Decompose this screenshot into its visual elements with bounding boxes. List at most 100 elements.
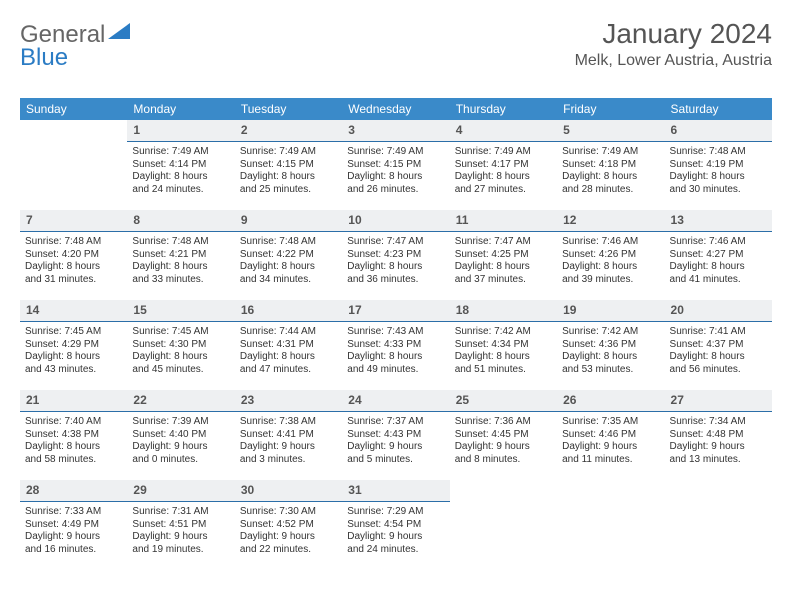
day-info-line: and 25 minutes. (240, 184, 337, 197)
day-info-line: Daylight: 8 hours (25, 261, 122, 274)
day-info-line: and 5 minutes. (347, 454, 444, 467)
day-info-line: Sunrise: 7:43 AM (347, 326, 444, 339)
day-info-line: Sunset: 4:20 PM (25, 249, 122, 262)
day-info-line: Sunset: 4:15 PM (347, 159, 444, 172)
day-info-line: Daylight: 9 hours (670, 441, 767, 454)
day-info-line: Sunset: 4:27 PM (670, 249, 767, 262)
day-cell: 3Sunrise: 7:49 AMSunset: 4:15 PMDaylight… (342, 120, 449, 210)
day-body: Sunrise: 7:49 AMSunset: 4:18 PMDaylight:… (557, 142, 664, 202)
day-info-line: Daylight: 8 hours (25, 441, 122, 454)
day-info-line: Sunset: 4:30 PM (132, 339, 229, 352)
day-cell: 31Sunrise: 7:29 AMSunset: 4:54 PMDayligh… (342, 480, 449, 570)
day-info-line: Sunrise: 7:44 AM (240, 326, 337, 339)
day-body: Sunrise: 7:38 AMSunset: 4:41 PMDaylight:… (235, 412, 342, 472)
day-info-line: and 13 minutes. (670, 454, 767, 467)
day-info-line: Daylight: 8 hours (670, 261, 767, 274)
day-number: 27 (665, 390, 772, 412)
day-number: 21 (20, 390, 127, 412)
day-cell: 15Sunrise: 7:45 AMSunset: 4:30 PMDayligh… (127, 300, 234, 390)
day-number: . (665, 480, 772, 501)
day-cell: . (665, 480, 772, 570)
week-row: 7Sunrise: 7:48 AMSunset: 4:20 PMDaylight… (20, 210, 772, 300)
day-info-line: Sunrise: 7:48 AM (240, 236, 337, 249)
day-info-line: Sunrise: 7:36 AM (455, 416, 552, 429)
day-number: 23 (235, 390, 342, 412)
day-info-line: and 8 minutes. (455, 454, 552, 467)
day-info-line: Sunset: 4:46 PM (562, 429, 659, 442)
day-number: 22 (127, 390, 234, 412)
day-info-line: Daylight: 9 hours (132, 441, 229, 454)
day-info-line: and 28 minutes. (562, 184, 659, 197)
week-row: 28Sunrise: 7:33 AMSunset: 4:49 PMDayligh… (20, 480, 772, 570)
day-cell: . (450, 480, 557, 570)
day-info-line: and 47 minutes. (240, 364, 337, 377)
day-number: . (557, 480, 664, 501)
day-info-line: and 19 minutes. (132, 544, 229, 557)
day-info-line: and 33 minutes. (132, 274, 229, 287)
day-info-line: Sunset: 4:18 PM (562, 159, 659, 172)
month-title: January 2024 (575, 18, 772, 50)
day-body: Sunrise: 7:33 AMSunset: 4:49 PMDaylight:… (20, 502, 127, 562)
day-info-line: and 51 minutes. (455, 364, 552, 377)
day-info-line: Sunset: 4:38 PM (25, 429, 122, 442)
day-body (557, 501, 664, 511)
day-info-line: Daylight: 9 hours (562, 441, 659, 454)
dow-cell: Thursday (450, 98, 557, 120)
day-number: 13 (665, 210, 772, 232)
day-info-line: Daylight: 8 hours (132, 351, 229, 364)
day-body: Sunrise: 7:40 AMSunset: 4:38 PMDaylight:… (20, 412, 127, 472)
day-number: 28 (20, 480, 127, 502)
day-info-line: Sunset: 4:45 PM (455, 429, 552, 442)
day-body: Sunrise: 7:48 AMSunset: 4:21 PMDaylight:… (127, 232, 234, 292)
day-cell: 6Sunrise: 7:48 AMSunset: 4:19 PMDaylight… (665, 120, 772, 210)
day-info-line: Daylight: 8 hours (347, 171, 444, 184)
day-cell: 10Sunrise: 7:47 AMSunset: 4:23 PMDayligh… (342, 210, 449, 300)
day-info-line: and 30 minutes. (670, 184, 767, 197)
day-info-line: Sunset: 4:33 PM (347, 339, 444, 352)
day-body (450, 501, 557, 511)
day-info-line: Daylight: 8 hours (562, 261, 659, 274)
day-info-line: and 39 minutes. (562, 274, 659, 287)
day-info-line: and 49 minutes. (347, 364, 444, 377)
day-info-line: Sunset: 4:29 PM (25, 339, 122, 352)
day-info-line: and 24 minutes. (132, 184, 229, 197)
day-body: Sunrise: 7:29 AMSunset: 4:54 PMDaylight:… (342, 502, 449, 562)
weeks-container: .1Sunrise: 7:49 AMSunset: 4:14 PMDayligh… (20, 120, 772, 570)
day-info-line: Sunrise: 7:47 AM (455, 236, 552, 249)
day-info-line: Sunrise: 7:49 AM (562, 146, 659, 159)
day-info-line: Sunrise: 7:31 AM (132, 506, 229, 519)
day-cell: 1Sunrise: 7:49 AMSunset: 4:14 PMDaylight… (127, 120, 234, 210)
day-cell: 4Sunrise: 7:49 AMSunset: 4:17 PMDaylight… (450, 120, 557, 210)
day-body: Sunrise: 7:34 AMSunset: 4:48 PMDaylight:… (665, 412, 772, 472)
day-body (20, 141, 127, 151)
day-cell: 9Sunrise: 7:48 AMSunset: 4:22 PMDaylight… (235, 210, 342, 300)
day-number: 30 (235, 480, 342, 502)
day-body: Sunrise: 7:48 AMSunset: 4:22 PMDaylight:… (235, 232, 342, 292)
day-info-line: Sunset: 4:48 PM (670, 429, 767, 442)
day-number: 1 (127, 120, 234, 142)
day-info-line: Sunrise: 7:29 AM (347, 506, 444, 519)
day-info-line: Sunset: 4:14 PM (132, 159, 229, 172)
day-info-line: and 36 minutes. (347, 274, 444, 287)
day-body: Sunrise: 7:49 AMSunset: 4:14 PMDaylight:… (127, 142, 234, 202)
day-cell: 27Sunrise: 7:34 AMSunset: 4:48 PMDayligh… (665, 390, 772, 480)
day-number: . (450, 480, 557, 501)
calendar: SundayMondayTuesdayWednesdayThursdayFrid… (20, 98, 772, 570)
day-number: 14 (20, 300, 127, 322)
day-number: 20 (665, 300, 772, 322)
day-info-line: Daylight: 9 hours (455, 441, 552, 454)
location: Melk, Lower Austria, Austria (575, 52, 772, 70)
week-row: 14Sunrise: 7:45 AMSunset: 4:29 PMDayligh… (20, 300, 772, 390)
day-info-line: Sunrise: 7:46 AM (562, 236, 659, 249)
day-info-line: Daylight: 9 hours (25, 531, 122, 544)
logo-triangle-icon (108, 18, 130, 46)
day-info-line: Daylight: 8 hours (240, 171, 337, 184)
day-cell: 12Sunrise: 7:46 AMSunset: 4:26 PMDayligh… (557, 210, 664, 300)
day-cell: 16Sunrise: 7:44 AMSunset: 4:31 PMDayligh… (235, 300, 342, 390)
day-body: Sunrise: 7:30 AMSunset: 4:52 PMDaylight:… (235, 502, 342, 562)
day-info-line: Sunset: 4:15 PM (240, 159, 337, 172)
day-cell: 25Sunrise: 7:36 AMSunset: 4:45 PMDayligh… (450, 390, 557, 480)
day-info-line: Daylight: 8 hours (455, 171, 552, 184)
logo-text-blue: Blue (20, 44, 68, 72)
day-info-line: Daylight: 8 hours (670, 351, 767, 364)
